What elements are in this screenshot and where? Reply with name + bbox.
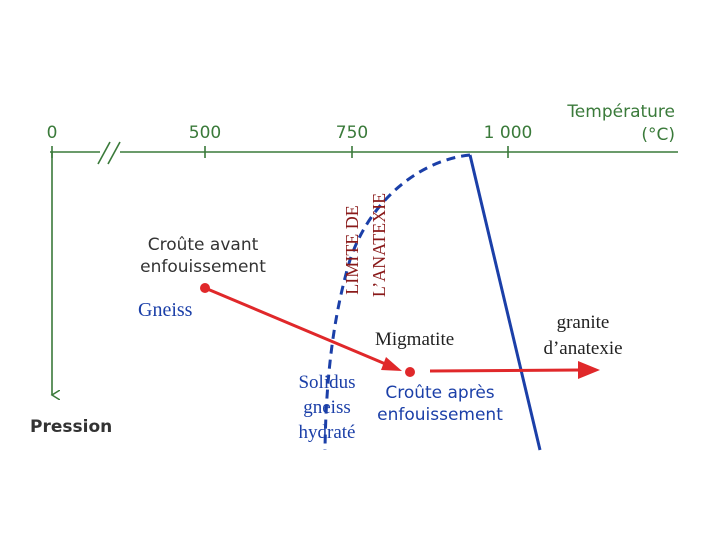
solidus-curve <box>323 153 471 451</box>
anatexis-line <box>468 154 542 451</box>
label: LIMITE DE <box>342 205 362 294</box>
arrow-head <box>578 361 600 379</box>
point <box>200 283 210 293</box>
label: Gneiss <box>138 299 193 321</box>
melt-arrow <box>429 368 581 373</box>
label: d’anatexie <box>543 338 622 359</box>
label: Solidus <box>298 372 355 393</box>
label: L’ANATEXIE <box>369 193 389 297</box>
label: enfouissement <box>377 405 503 425</box>
point <box>405 367 415 377</box>
label: Croûte après <box>385 383 494 403</box>
label: Croûte avant <box>148 235 259 255</box>
tick-label: 750 <box>336 123 368 143</box>
axis-unit: (°C) <box>641 125 675 145</box>
axis-title: Pression <box>30 417 112 437</box>
label: granite <box>557 312 610 333</box>
burial-arrow <box>204 286 396 370</box>
tick-label: 500 <box>189 123 221 143</box>
label: hydraté <box>299 422 356 443</box>
axis-title: Température <box>566 102 675 122</box>
axes <box>50 141 678 395</box>
arrow-head <box>381 357 402 371</box>
tick-label: 0 <box>47 123 58 143</box>
label: Migmatite <box>375 329 454 350</box>
label: enfouissement <box>140 257 266 277</box>
tick-label: 1 000 <box>484 123 533 143</box>
label: gneiss <box>303 397 351 418</box>
